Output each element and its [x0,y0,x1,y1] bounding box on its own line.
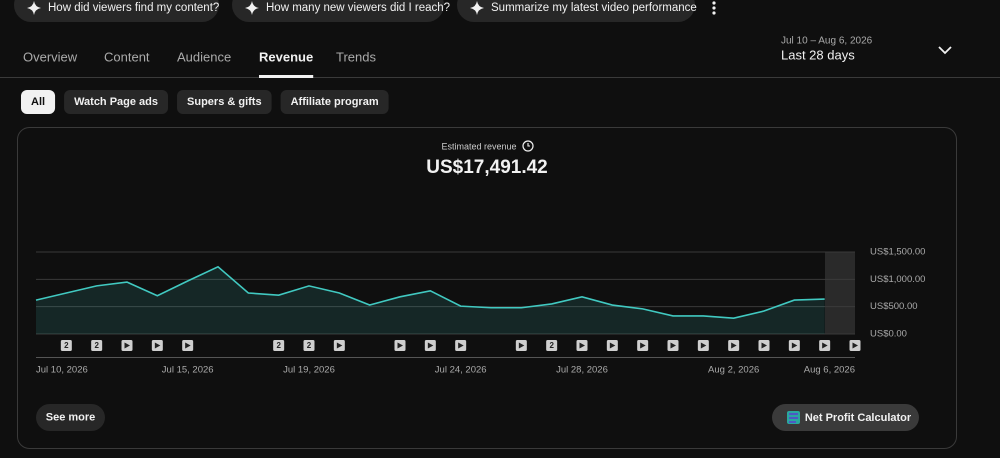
play-icon [427,342,434,349]
tab[interactable]: Audience [177,49,231,64]
filter-chip-label[interactable]: All [31,96,45,108]
x-tick-label: Jul 19, 2026 [283,365,335,376]
active-tab-underline [259,75,314,78]
info-clock[interactable] [522,140,534,152]
upload-count[interactable]: 2 [64,341,69,350]
x-tick-label: Jul 28, 2026 [556,365,608,376]
play-icon [761,342,767,349]
filter-chip[interactable] [280,90,389,114]
suggestion-chip[interactable] [14,0,219,22]
play-icon [670,342,676,349]
upload-marker[interactable] [273,340,285,351]
y-tick-label: US$1,000.00 [870,274,925,285]
revenue-card [17,127,957,449]
sparkle-icon [470,1,484,15]
calculator-label[interactable]: Net Profit Calculator [805,412,912,424]
play-icon [579,342,585,349]
y-tick-label: US$500.00 [870,301,918,312]
x-tick-label: Aug 2, 2026 [708,365,759,376]
tab[interactable]: Content [104,49,150,64]
play-icon [518,342,525,349]
revenue-total: US$17,491.42 [426,157,548,178]
tab[interactable]: Trends [336,49,376,64]
y-tick-label: US$1,500.00 [870,247,925,258]
upload-marker[interactable] [546,340,558,351]
play-icon [791,342,798,349]
x-tick-label: Jul 15, 2026 [162,365,214,376]
upload-marker[interactable] [60,340,72,351]
x-tick-label: Jul 10, 2026 [36,365,88,376]
suggestion-chip-label[interactable]: How did viewers find my content? [48,2,219,14]
filter-chip[interactable] [64,90,169,114]
sparkle-icon [27,1,41,15]
suggestion-chip-label[interactable]: Summarize my latest video performance [491,2,697,14]
calculator-icon [787,411,800,424]
suggestion-chip-label[interactable]: How many new viewers did I reach? [266,2,450,14]
play-icon [185,342,191,349]
upload-count[interactable]: 2 [94,341,99,350]
partial-day-shade [825,252,855,334]
see-more-button[interactable] [36,404,105,431]
upload-count[interactable]: 2 [276,341,281,350]
filter-chip[interactable] [21,90,56,114]
play-icon [154,342,161,349]
upload-count[interactable]: 2 [307,341,312,350]
tab[interactable]: Overview [23,49,78,64]
upload-marker[interactable] [91,340,103,351]
suggestion-chip[interactable] [457,0,695,22]
more-menu[interactable] [712,1,716,15]
date-dropdown[interactable] [938,46,952,55]
play-icon [731,342,737,349]
date-range-dates: Jul 10 – Aug 6, 2026 [781,36,873,47]
play-icon [397,342,403,349]
upload-marker[interactable] [303,340,315,351]
upload-count[interactable]: 2 [549,341,554,350]
y-tick-label: US$0.00 [870,329,907,340]
chart-title: Estimated revenue [441,141,516,151]
play-icon [336,342,343,349]
tab[interactable]: Revenue [259,49,313,64]
line [35,265,825,319]
play-icon [640,342,646,349]
play-icon [700,342,707,349]
play-icon [609,342,616,349]
see-more-label[interactable]: See more [46,411,96,423]
play-icon [458,342,464,349]
play-icon [124,342,130,349]
sparkle-icon [245,1,259,15]
suggestion-chip[interactable] [232,0,444,22]
filter-chip[interactable] [177,90,272,114]
calculator-button[interactable] [772,404,919,431]
play-icon [822,342,828,349]
filter-chip-label[interactable]: Watch Page ads [74,96,158,108]
date-range-label[interactable]: Last 28 days [781,47,855,62]
x-tick-label: Aug 6, 2026 [804,365,855,376]
filter-chip-label[interactable]: Supers & gifts [187,96,262,108]
play-icon [852,342,858,349]
area [36,266,825,334]
filter-chip-label[interactable]: Affiliate program [291,96,379,108]
x-tick-label: Jul 24, 2026 [435,365,487,376]
